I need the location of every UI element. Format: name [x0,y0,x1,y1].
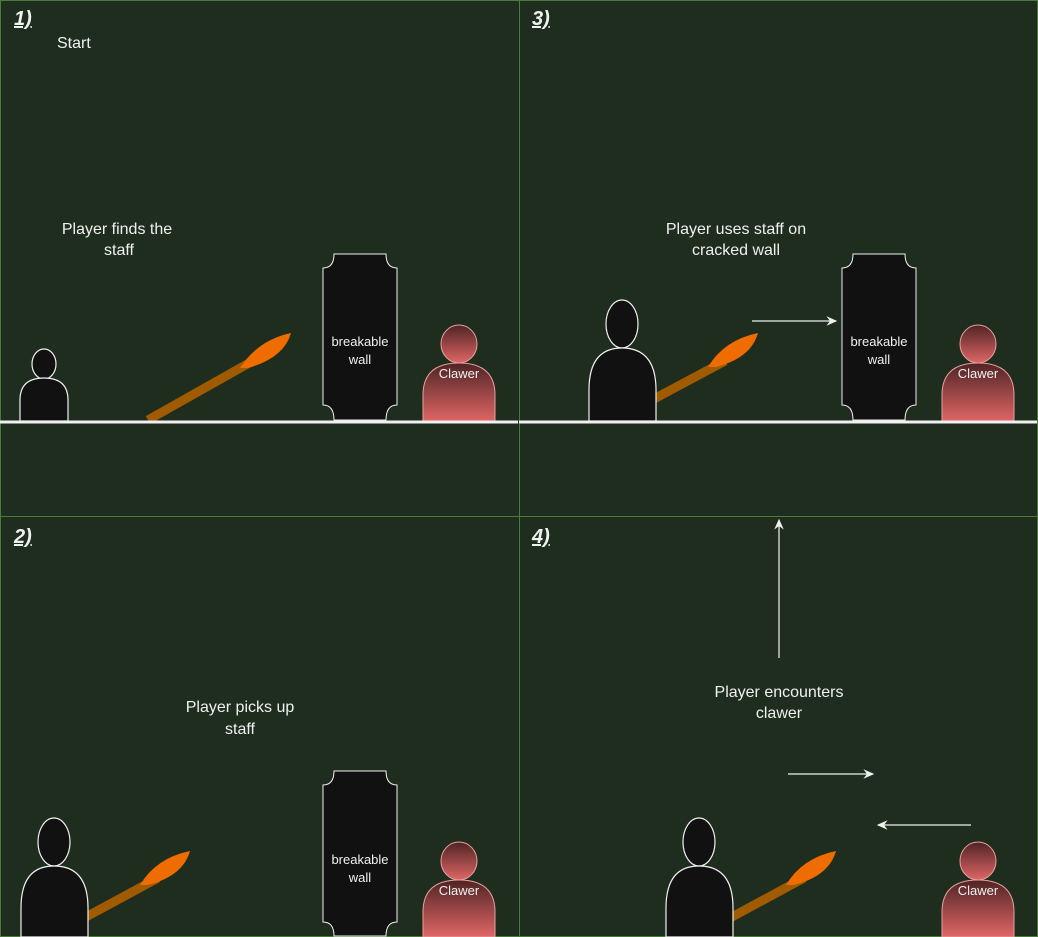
staff-icon [649,333,758,404]
panel-caption-line2: clawer [756,705,803,722]
player-icon [588,299,657,422]
panel-2: 2) Player picks up staff breakable wall … [13,526,496,937]
panel-caption-line1: Player encounters [715,684,844,701]
clawer-label: Clawer [958,366,999,381]
wall-label-line2: wall [867,352,891,367]
breakable-wall: breakable wall [841,253,917,421]
clawer-label: Clawer [439,883,480,898]
breakable-wall: breakable wall [322,770,398,937]
panel-caption-line2: cracked wall [692,242,780,259]
wall-label-line1: breakable [331,334,388,349]
clawer-label: Clawer [439,366,480,381]
panel-number: 2) [13,526,32,548]
staff-icon [145,333,291,424]
clawer-enemy: Clawer [941,324,1015,423]
player-icon [20,817,89,937]
wall-label-line1: breakable [850,334,907,349]
clawer-enemy: Clawer [941,841,1015,937]
panel-caption-line2: staff [104,242,135,259]
player-icon [19,348,69,422]
staff-icon [81,851,190,922]
panel-caption-line1: Player uses staff on [666,221,806,238]
panel-4: 4) Player encounters clawer Clawer [531,518,1015,937]
panel-caption-line2: staff [225,721,256,738]
clawer-enemy: Clawer [422,324,496,423]
staff-icon [727,851,836,922]
wall-label-line2: wall [348,870,372,885]
wall-label-line2: wall [348,352,372,367]
start-label: Start [57,35,91,52]
clawer-enemy: Clawer [422,841,496,937]
wall-label-line1: breakable [331,852,388,867]
panel-number: 3) [532,8,550,30]
player-icon [665,817,734,937]
panel-3: 3) Player uses staff on cracked wall bre… [519,8,1037,424]
panel-number: 1) [14,8,32,30]
breakable-wall: breakable wall [322,253,398,421]
panel-caption-line1: Player finds the [62,221,172,238]
panel-caption-line1: Player picks up [186,699,295,716]
clawer-label: Clawer [958,883,999,898]
panel-number: 4) [531,526,550,548]
panel-1: 1) Start Player finds the staff breakabl… [0,8,518,424]
